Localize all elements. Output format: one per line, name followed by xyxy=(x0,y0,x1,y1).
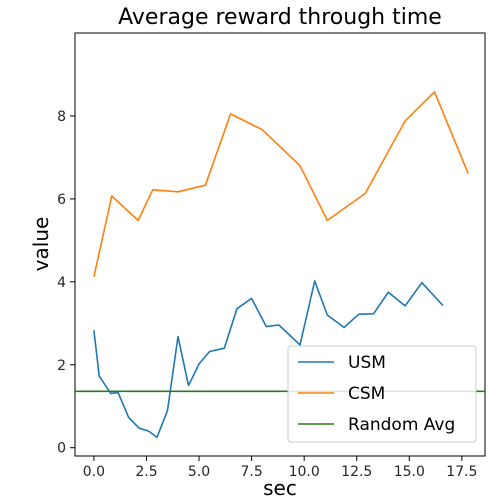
x-tick-label: 12.5 xyxy=(341,464,372,480)
legend-label: CSM xyxy=(348,384,385,404)
axes-frame xyxy=(74,32,486,457)
plot-area xyxy=(74,32,486,457)
y-axis-label: value xyxy=(29,217,53,272)
y-axis-ticks: 0 2 4 6 8 xyxy=(57,109,75,457)
legend: USM CSM Random Avg xyxy=(287,345,477,443)
x-tick-label: 7.5 xyxy=(240,464,262,480)
y-tick-label: 2 xyxy=(57,358,66,374)
series-line-csm xyxy=(93,91,469,277)
x-tick-label: 17.5 xyxy=(446,464,477,480)
x-tick-label: 2.5 xyxy=(135,464,157,480)
chart-title: Average reward through time xyxy=(118,5,442,30)
legend-label: Random Avg xyxy=(348,415,455,435)
y-tick-label: 8 xyxy=(57,109,66,125)
x-tick-label: 15.0 xyxy=(394,464,425,480)
y-tick-label: 0 xyxy=(57,441,66,457)
x-tick-label: 10.0 xyxy=(289,464,320,480)
y-tick-label: 4 xyxy=(57,275,66,291)
x-axis-ticks: 0.0 2.5 5.0 7.5 10.0 12.5 15.0 17.5 xyxy=(83,456,477,480)
legend-label: USM xyxy=(348,353,386,373)
series-line-usm xyxy=(93,280,444,439)
x-tick-label: 5.0 xyxy=(188,464,210,480)
y-tick-label: 6 xyxy=(57,192,66,208)
x-tick-label: 0.0 xyxy=(83,464,105,480)
x-axis-label: sec xyxy=(263,476,297,500)
legend-box xyxy=(287,345,477,443)
